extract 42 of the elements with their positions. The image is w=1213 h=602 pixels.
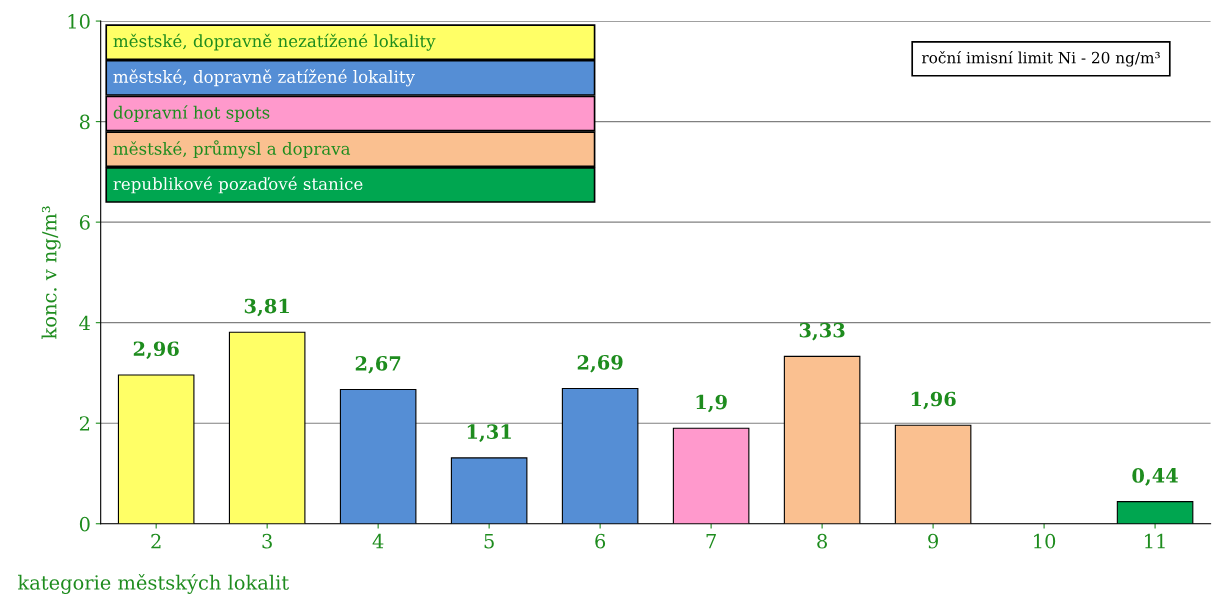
data-label: 1,9 — [696, 394, 727, 413]
bar — [561, 387, 639, 524]
data-label: 0,44 — [1132, 468, 1178, 486]
x-tick-label: 3 — [262, 533, 272, 549]
x-tick-label: 8 — [817, 533, 827, 549]
x-tick-label: 9 — [928, 533, 938, 549]
x-tick-label: 2 — [151, 533, 161, 549]
bar — [450, 457, 528, 524]
text: městské, průmysl a doprava — [113, 140, 351, 159]
data-label: 2,69 — [577, 354, 623, 373]
x-tick-label: 5 — [484, 534, 494, 549]
bar — [117, 374, 195, 524]
bar — [1116, 501, 1194, 524]
bar — [228, 331, 306, 524]
text: republikové pozaďové stanice — [113, 176, 363, 194]
text: městské, dopravně nezatížené lokality — [113, 33, 436, 51]
x-tick-label: 4 — [372, 533, 384, 549]
y-tick-label: 0 — [79, 516, 90, 532]
bar — [339, 388, 417, 524]
x-tick-label: 7 — [706, 534, 716, 549]
x-tick-label: 6 — [595, 533, 606, 549]
data-label: 3,33 — [799, 322, 845, 341]
text: dopravní hot spots — [113, 105, 270, 122]
bar — [894, 424, 972, 524]
y-tick-label: 4 — [79, 315, 90, 331]
y-tick-label: 2 — [79, 416, 90, 431]
text: městské, dopravně zatížené lokality — [113, 69, 415, 87]
y-tick-label: 6 — [79, 215, 90, 230]
x-axis-title: kategorie městských lokalit — [18, 574, 289, 594]
x-tick-label: 10 — [1034, 533, 1056, 549]
bar — [672, 427, 750, 524]
data-label: 2,67 — [355, 355, 401, 374]
annotation: roční imisní limit Ni - 20 ng/m³ — [921, 50, 1160, 67]
y-tick-label: 10 — [68, 14, 90, 29]
y-axis-title: konc. v ng/m³ — [41, 206, 61, 339]
data-label: 1,31 — [467, 424, 511, 442]
x-tick-label: 11 — [1145, 533, 1165, 549]
y-tick-label: 8 — [79, 114, 90, 130]
data-label: 2,96 — [133, 341, 179, 360]
data-label: 3,81 — [244, 298, 289, 317]
bar — [783, 355, 861, 524]
data-label: 1,96 — [911, 391, 956, 410]
